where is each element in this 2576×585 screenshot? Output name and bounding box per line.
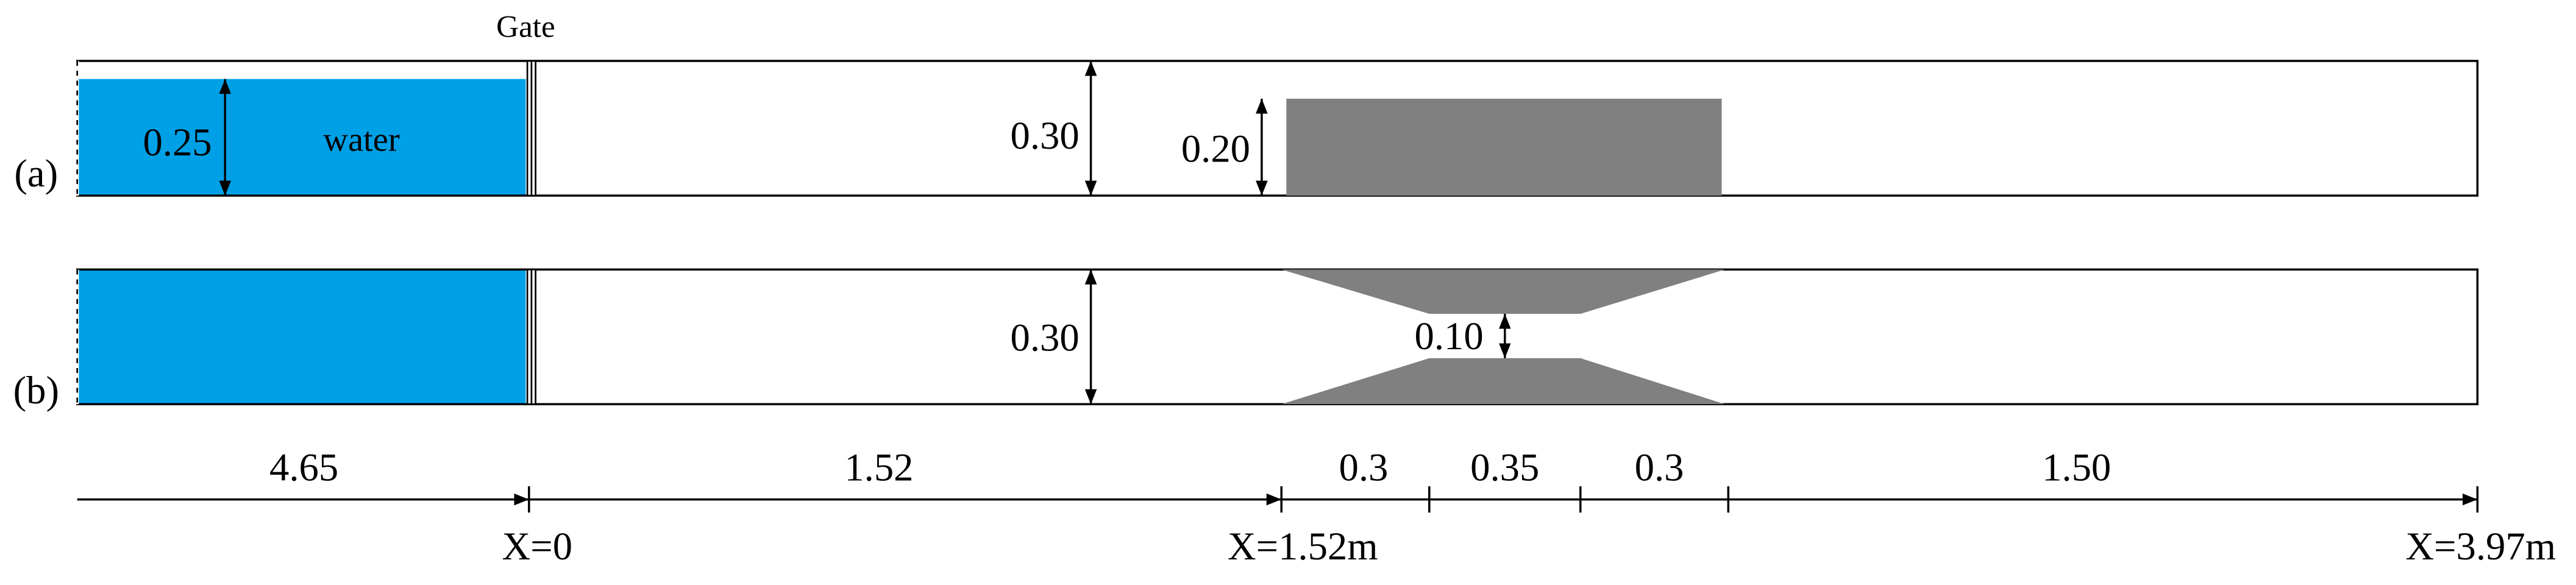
panel-a: (a) 0.25 water 0.30 0.20 <box>14 60 2479 197</box>
water-body <box>77 79 526 196</box>
segment-label: 4.65 <box>269 445 338 489</box>
contraction-top <box>1281 269 1725 314</box>
panel-label: (b) <box>13 368 59 413</box>
water-body <box>77 269 526 405</box>
segment-label: 1.52 <box>844 445 913 489</box>
position-label: X=3.97m <box>2405 524 2556 568</box>
position-label: X=0 <box>502 524 573 568</box>
panel-label: (a) <box>14 151 58 196</box>
segment-label: 0.3 <box>1635 445 1684 489</box>
dimension-label: 0.25 <box>143 120 212 164</box>
dimension-label: 0.20 <box>1181 127 1250 171</box>
panel-b: (b) 0.30 0.10 <box>13 268 2479 413</box>
dimension-label: 0.10 <box>1415 314 1484 358</box>
dimension-label: 0.30 <box>1011 113 1080 157</box>
segment-label: 1.50 <box>2042 445 2111 489</box>
gate-label: Gate <box>496 10 555 44</box>
obstacle <box>1286 98 1722 196</box>
position-label: X=1.52m <box>1228 524 1378 568</box>
segment-label: 0.35 <box>1470 445 1539 489</box>
water-label: water <box>323 121 400 159</box>
length-axis: 4.65 1.52 0.3 0.35 0.3 1.50 X=0 X=1.52m … <box>77 445 2556 568</box>
dimension-label: 0.30 <box>1011 316 1080 360</box>
contraction-bottom <box>1281 358 1725 405</box>
segment-label: 0.3 <box>1339 445 1389 489</box>
